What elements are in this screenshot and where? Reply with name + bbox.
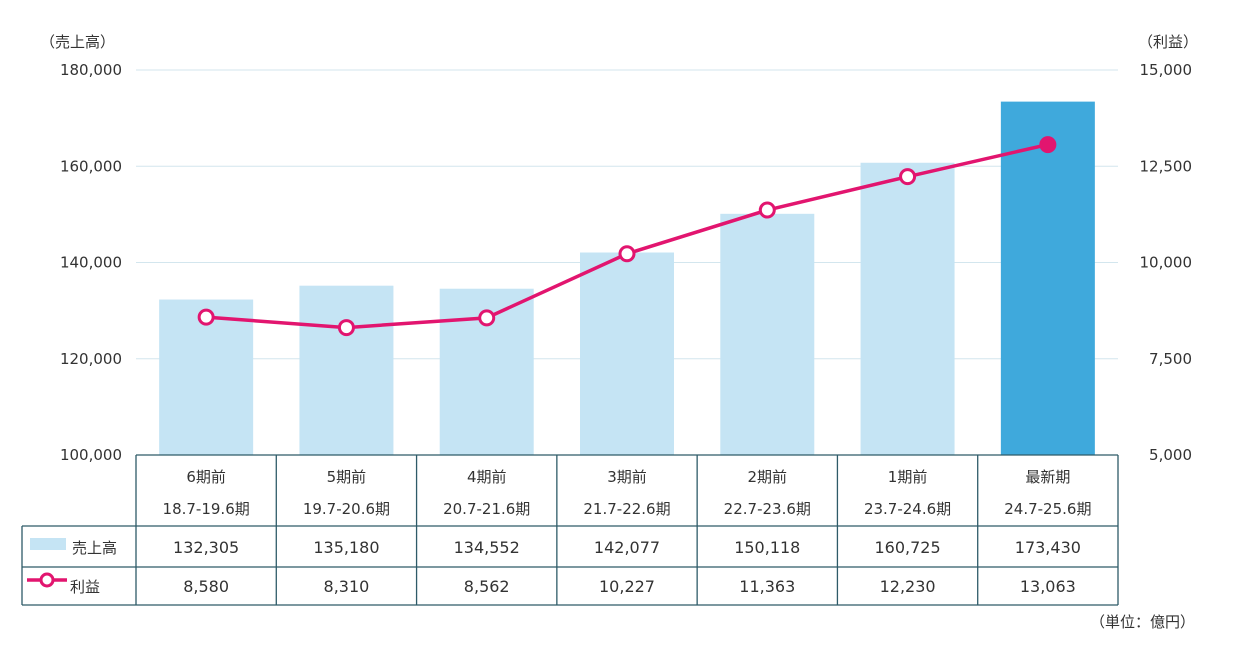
profit-value: 11,363 xyxy=(739,577,795,596)
profit-value: 12,230 xyxy=(880,577,936,596)
profit-legend-marker xyxy=(39,572,55,588)
profit-point xyxy=(899,168,917,186)
sales-value: 160,725 xyxy=(874,538,940,557)
profit-legend-label: 利益 xyxy=(70,578,100,596)
period-range-label: 22.7-23.6期 xyxy=(724,500,811,518)
period-label: 1期前 xyxy=(888,468,928,486)
unit-note: （単位：億円） xyxy=(1090,613,1195,631)
left-tick-label: 160,000 xyxy=(60,157,122,175)
left-tick-label: 180,000 xyxy=(60,61,122,79)
period-label: 2期前 xyxy=(748,468,788,486)
profit-value: 8,310 xyxy=(324,577,370,596)
profit-point xyxy=(197,308,215,326)
profit-point xyxy=(337,319,355,337)
right-tick-label: 5,000 xyxy=(1149,446,1192,464)
axes: （売上高） （利益） 100,000 120,000 140,000 160,000 1… xyxy=(40,33,1198,464)
sales-bar xyxy=(1000,101,1095,455)
sales-bar xyxy=(580,252,674,455)
right-tick-label: 10,000 xyxy=(1140,254,1193,272)
sales-value: 135,180 xyxy=(313,538,379,557)
period-range-label: 19.7-20.6期 xyxy=(303,500,390,518)
sales-bar xyxy=(860,162,955,456)
left-tick-label: 120,000 xyxy=(60,350,122,368)
period-label: 5期前 xyxy=(327,468,367,486)
profit-line xyxy=(197,136,1057,337)
sales-bar xyxy=(299,285,394,455)
sales-value: 142,077 xyxy=(594,538,660,557)
sales-value: 132,305 xyxy=(173,538,239,557)
sales-legend-swatch xyxy=(30,538,66,550)
period-label: 4期前 xyxy=(467,468,507,486)
right-tick-label: 12,500 xyxy=(1140,157,1193,175)
profit-value: 8,580 xyxy=(183,577,229,596)
period-label: 6期前 xyxy=(186,468,226,486)
left-axis-label: （売上高） xyxy=(40,33,115,51)
data-table: 6期前 18.7-19.6期 132,305 8,580 5期前 19.7-20.6期 13… xyxy=(21,454,1119,606)
sales-value: 134,552 xyxy=(454,538,520,557)
right-axis-label: （利益） xyxy=(1138,33,1198,51)
period-range-label: 23.7-24.6期 xyxy=(864,500,951,518)
left-tick-label: 100,000 xyxy=(60,446,122,464)
profit-value: 8,562 xyxy=(464,577,510,596)
sales-value: 173,430 xyxy=(1015,538,1081,557)
period-range-label: 24.7-25.6期 xyxy=(1004,500,1091,518)
period-range-label: 18.7-19.6期 xyxy=(163,500,250,518)
profit-value: 10,227 xyxy=(599,577,655,596)
right-tick-label: 15,000 xyxy=(1140,61,1193,79)
profit-point xyxy=(618,245,636,263)
profit-value: 13,063 xyxy=(1020,577,1076,596)
sales-bars xyxy=(159,101,1095,456)
period-label: 3期前 xyxy=(607,468,647,486)
period-range-label: 21.7-22.6期 xyxy=(583,500,670,518)
sales-legend-label: 売上高 xyxy=(72,539,117,557)
profit-point xyxy=(1039,136,1057,154)
sales-bar xyxy=(720,213,815,455)
profit-point xyxy=(478,309,496,327)
right-tick-label: 7,500 xyxy=(1149,350,1192,368)
period-label: 最新期 xyxy=(1025,468,1070,486)
period-range-label: 20.7-21.6期 xyxy=(443,500,530,518)
sales-value: 150,118 xyxy=(734,538,800,557)
profit-point xyxy=(758,201,776,219)
left-tick-label: 140,000 xyxy=(60,254,122,272)
